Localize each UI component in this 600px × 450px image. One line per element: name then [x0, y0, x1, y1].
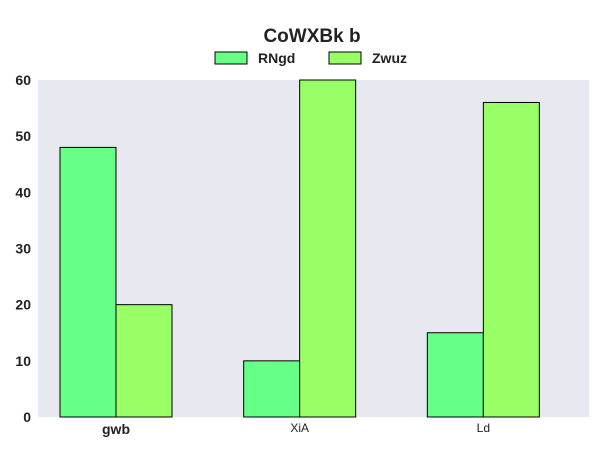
bar-rngd-xia: [243, 360, 301, 418]
y-tick-label: 50: [15, 128, 31, 144]
bar-zwuz-xia: [299, 79, 357, 418]
y-tick-label: 40: [15, 184, 31, 200]
chart-legend: RNgd Zwuz: [214, 50, 407, 66]
legend-label: Zwuz: [372, 50, 407, 66]
x-axis: gwb XiA Ld: [102, 421, 490, 437]
bar-zwuz-ld: [482, 101, 540, 418]
legend-swatch: [328, 51, 362, 65]
y-tick-label: 10: [15, 353, 31, 369]
legend-swatch: [214, 51, 248, 65]
legend-item-rngd: RNgd: [214, 50, 295, 66]
chart-title: CoWXBk b: [263, 26, 360, 47]
y-tick-label: 60: [15, 72, 31, 88]
x-tick-label-ld: Ld: [477, 421, 490, 435]
bar-zwuz-gwb: [115, 304, 173, 418]
bars-group: [59, 79, 540, 418]
y-tick-label: 30: [15, 241, 31, 257]
legend-label: RNgd: [258, 50, 295, 66]
legend-item-zwuz: Zwuz: [328, 50, 407, 66]
bar-rngd-ld: [426, 332, 484, 418]
x-tick-label-gwb: gwb: [102, 421, 130, 437]
x-tick-label-xia: XiA: [290, 421, 309, 435]
y-axis: 0 10 20 30 40 50 60: [15, 72, 31, 425]
bar-rngd-gwb: [59, 146, 117, 418]
y-tick-label: 0: [23, 409, 31, 425]
y-tick-label: 20: [15, 297, 31, 313]
